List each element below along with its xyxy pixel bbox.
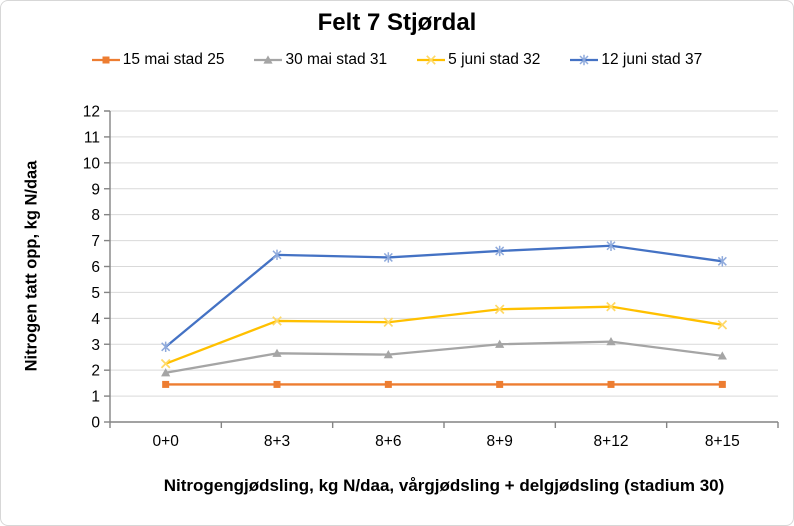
- data-point-marker: [383, 317, 394, 328]
- data-point-marker: [495, 339, 505, 348]
- data-point-marker: [717, 351, 727, 360]
- legend-marker-x: [417, 55, 446, 65]
- series-triangle: [161, 337, 727, 377]
- y-tick-label: 11: [84, 129, 100, 146]
- legend-item: 5 juni stad 32: [417, 51, 540, 69]
- series-square: [162, 380, 726, 388]
- legend-label: 12 juni stad 37: [601, 51, 703, 68]
- y-tick-label: 6: [91, 259, 100, 276]
- x-tick-label: 8+12: [594, 433, 629, 450]
- x-tick-label: 8+15: [705, 433, 740, 450]
- data-point-marker: [606, 240, 616, 251]
- y-tick-label: 0: [91, 415, 100, 432]
- legend-item: 30 mai stad 31: [254, 51, 387, 69]
- y-tick-label: 7: [91, 233, 100, 250]
- legend-item: 12 juni stad 37: [570, 51, 702, 69]
- data-point-marker: [161, 341, 171, 353]
- data-point-marker: [606, 301, 616, 312]
- data-point-marker: [162, 380, 170, 388]
- data-point-marker: [494, 304, 505, 315]
- series-x: [160, 301, 728, 369]
- y-tick-label: 8: [91, 207, 100, 224]
- series-line: [164, 244, 724, 348]
- x-axis-title: Nitrogengjødsling, kg N/daa, vårgjødslin…: [163, 476, 725, 495]
- legend-marker-square: [91, 56, 120, 64]
- legend-label: 30 mai stad 31: [285, 51, 388, 68]
- data-point-marker: [426, 55, 436, 65]
- data-point-marker: [272, 348, 282, 357]
- y-axis-title: Nitrogen tatt opp, kg N/daa: [22, 160, 41, 372]
- data-point-marker: [496, 380, 504, 388]
- y-tick-label: 10: [83, 155, 101, 172]
- series-asterisk: [161, 240, 727, 353]
- data-point-marker: [383, 252, 393, 263]
- data-point-marker: [263, 55, 274, 64]
- data-point-marker: [384, 380, 392, 388]
- data-point-marker: [717, 256, 727, 267]
- data-point-marker: [607, 380, 615, 388]
- data-point-marker: [273, 380, 281, 388]
- y-tick-label: 4: [91, 311, 100, 328]
- data-point-marker: [160, 358, 171, 369]
- y-tick-label: 2: [91, 363, 100, 380]
- legend: 15 mai stad 25 30 mai stad 31 5 juni stad …: [1, 51, 793, 69]
- x-tick-label: 0+0: [153, 433, 180, 450]
- x-tick-label: 8+6: [375, 433, 401, 450]
- legend-item: 15 mai stad 25: [91, 51, 225, 69]
- x-tick-label: 8+9: [487, 433, 513, 450]
- data-point-marker: [161, 368, 171, 377]
- series-line: [164, 340, 724, 374]
- y-tick-label: 12: [83, 104, 100, 121]
- data-point-marker: [579, 54, 589, 66]
- series-line: [164, 305, 724, 365]
- legend-label: 5 juni stad 32: [448, 51, 541, 68]
- data-point-marker: [606, 337, 616, 346]
- y-tick-label: 3: [91, 337, 100, 354]
- data-point-marker: [102, 56, 110, 64]
- legend-label: 15 mai stad 25: [122, 51, 225, 68]
- data-point-marker: [383, 350, 393, 359]
- y-tick-label: 1: [91, 389, 100, 406]
- y-tick-label: 5: [91, 285, 100, 302]
- data-point-marker: [495, 245, 505, 257]
- data-point-marker: [717, 320, 728, 330]
- legend-marker-asterisk: [570, 54, 599, 66]
- y-tick-label: 9: [91, 181, 100, 198]
- x-tick-label: 8+3: [264, 433, 290, 450]
- data-point-marker: [718, 380, 726, 388]
- data-point-marker: [272, 316, 282, 326]
- chart-title: Felt 7 Stjørdal: [317, 9, 477, 36]
- legend-marker-triangle: [254, 55, 283, 64]
- data-point-marker: [272, 249, 282, 261]
